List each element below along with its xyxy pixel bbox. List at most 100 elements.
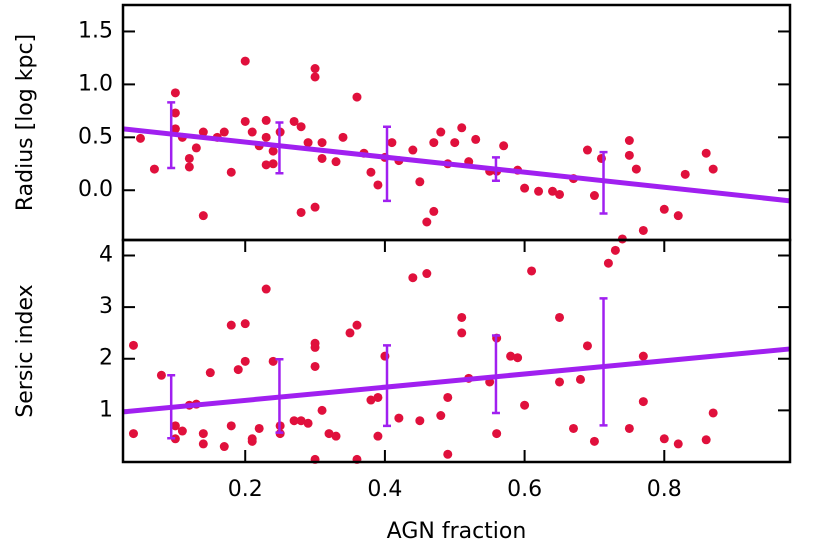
- point: [582, 341, 592, 351]
- point: [555, 312, 565, 322]
- error-bar: [599, 150, 608, 215]
- point: [261, 115, 271, 125]
- point: [568, 423, 578, 433]
- point: [226, 421, 236, 431]
- point: [708, 408, 718, 418]
- point: [506, 351, 516, 361]
- point: [366, 395, 376, 405]
- point: [184, 162, 194, 172]
- point: [436, 127, 446, 137]
- point: [638, 351, 648, 361]
- point: [170, 124, 180, 134]
- point: [527, 266, 537, 276]
- point: [443, 449, 453, 459]
- point: [499, 141, 509, 151]
- point: [219, 442, 229, 452]
- point: [624, 135, 634, 145]
- y-axis-label: Sersic index: [13, 284, 38, 417]
- error-bar: [275, 358, 284, 434]
- point: [296, 416, 306, 426]
- point: [534, 186, 544, 196]
- x-tick-label: 0.4: [367, 477, 402, 502]
- axes-box: [121, 3, 792, 242]
- point: [191, 143, 201, 153]
- point: [631, 164, 641, 174]
- point: [317, 153, 327, 163]
- point: [317, 138, 327, 148]
- point: [673, 211, 683, 221]
- point: [520, 400, 530, 410]
- x-axis-label: AGN fraction: [387, 519, 527, 544]
- point: [226, 167, 236, 177]
- point: [310, 342, 320, 352]
- point: [701, 148, 711, 158]
- error-bar: [167, 101, 176, 170]
- point: [268, 356, 278, 366]
- point: [296, 122, 306, 132]
- point: [310, 202, 320, 212]
- error-bar: [275, 121, 284, 175]
- point: [184, 153, 194, 163]
- point: [331, 431, 341, 441]
- point: [422, 217, 432, 227]
- point: [708, 164, 718, 174]
- point: [219, 127, 229, 137]
- point: [198, 429, 208, 439]
- point: [638, 397, 648, 407]
- point: [289, 416, 299, 426]
- point: [128, 429, 138, 439]
- point: [338, 132, 348, 142]
- point: [555, 377, 565, 387]
- point: [198, 211, 208, 221]
- axes-box: [121, 238, 792, 464]
- point: [638, 225, 648, 235]
- point: [268, 146, 278, 156]
- point: [659, 204, 669, 214]
- point: [457, 123, 467, 133]
- point: [268, 159, 278, 169]
- point: [352, 320, 362, 330]
- y-axis-label: Radius [log kpc]: [13, 34, 38, 211]
- point: [589, 191, 599, 201]
- point: [198, 127, 208, 137]
- y-tick-label: 1.0: [78, 71, 113, 96]
- point: [673, 439, 683, 449]
- point: [457, 312, 467, 322]
- point: [310, 72, 320, 82]
- point: [331, 157, 341, 167]
- point: [170, 88, 180, 98]
- point: [247, 434, 257, 444]
- point: [373, 392, 383, 402]
- point: [170, 434, 180, 444]
- point: [471, 134, 481, 144]
- point: [233, 365, 243, 375]
- point: [610, 245, 620, 255]
- point: [240, 356, 250, 366]
- point: [240, 56, 250, 66]
- point: [624, 423, 634, 433]
- point: [422, 269, 432, 279]
- point: [582, 145, 592, 155]
- point: [436, 411, 446, 421]
- y-tick-label: 1: [99, 397, 113, 422]
- y-tick-label: 4: [99, 242, 113, 267]
- error-bar: [491, 156, 500, 182]
- point: [513, 353, 523, 363]
- point: [443, 392, 453, 402]
- point: [310, 361, 320, 371]
- point: [261, 284, 271, 294]
- fit-line: [122, 346, 791, 415]
- point: [408, 273, 418, 283]
- error-bar: [383, 344, 392, 428]
- point: [450, 138, 460, 148]
- point: [310, 64, 320, 74]
- point: [135, 133, 145, 143]
- point: [415, 177, 425, 187]
- point: [603, 258, 613, 268]
- error-bar: [383, 125, 392, 203]
- error-bar: [599, 297, 608, 427]
- point: [198, 439, 208, 449]
- point: [170, 421, 180, 431]
- point: [575, 374, 585, 384]
- point: [247, 127, 257, 137]
